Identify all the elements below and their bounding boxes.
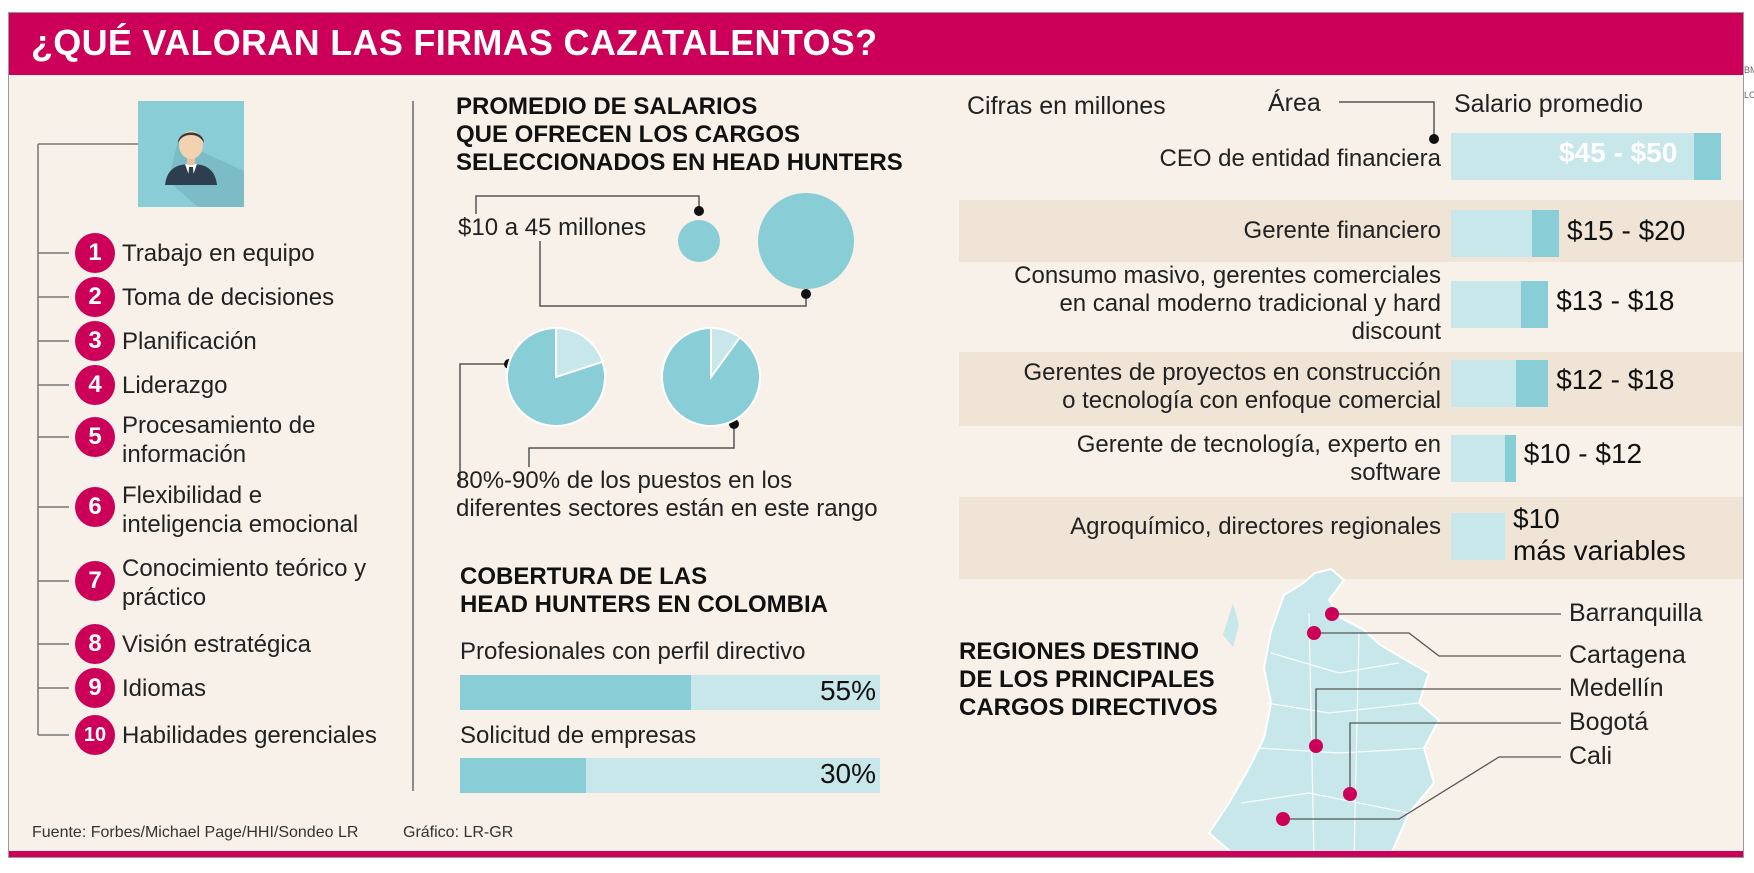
skill-number-6: 6	[75, 487, 115, 527]
regions-title: REGIONES DESTINO DE LOS PRINCIPALES CARG…	[959, 638, 1218, 721]
source-credit: Fuente: Forbes/Michael Page/HHI/Sondeo L…	[32, 824, 359, 841]
coverage-label-2: Solicitud de empresas	[460, 722, 697, 749]
skill-label-6: Flexibilidad e inteligencia emocional	[122, 482, 359, 538]
skill-number-10: 10	[75, 715, 115, 755]
pct-text-line2: diferentes sectores están en este rango	[456, 495, 878, 522]
cartagena-marker	[1307, 626, 1321, 640]
coverage-label-1: Profesionales con perfil directivo	[460, 638, 806, 665]
skill-label-1: Trabajo en equipo	[122, 240, 315, 267]
units-note: Cifras en millones	[967, 92, 1166, 120]
coverage-bar-1: 55%	[460, 675, 880, 710]
salary-bar-1	[1451, 133, 1721, 180]
coverage-bar-2-fill	[460, 758, 586, 793]
salary-range-text: $10 a 45 millones	[458, 213, 646, 242]
pct-bold: 80%-90%	[456, 467, 561, 494]
salary-bar-3	[1451, 281, 1549, 328]
skill-label-7: Conocimiento teórico y práctico	[122, 555, 367, 611]
coverage-title: COBERTURA DE LAS HEAD HUNTERS EN COLOMBI…	[460, 563, 829, 618]
bogota-marker	[1343, 787, 1357, 801]
skill-label-3: Planificación	[122, 328, 257, 355]
skill-number-9: 9	[75, 668, 115, 708]
header-pointer	[1339, 101, 1439, 144]
city-cali: Cali	[1569, 742, 1613, 770]
salary-bar-6	[1451, 513, 1505, 560]
coverage-value-2: 30%	[819, 758, 876, 789]
salary-value-1: $45 - $50	[1559, 137, 1678, 168]
row-band-2	[959, 200, 1743, 262]
area-label-1: CEO de entidad financiera	[1159, 145, 1441, 172]
bottom-bar	[9, 851, 1743, 857]
range-min: $10	[458, 214, 499, 241]
large-circle	[758, 193, 854, 289]
city-cartagena: Cartagena	[1569, 641, 1686, 669]
small-circle	[678, 220, 720, 262]
city-bogota: Bogotá	[1569, 708, 1649, 736]
edge-fragment-1: BM	[1744, 65, 1754, 75]
range-max: 45	[524, 214, 552, 241]
salary-value-4: $12 - $18	[1556, 364, 1675, 395]
salary-range-graphic	[459, 193, 854, 487]
skill-label-4: Liderazgo	[122, 372, 228, 399]
skill-number-3: 3	[75, 321, 115, 361]
pct-text-line1: 80%-90% de los puestos en los	[456, 467, 793, 494]
salary-value-2: $15 - $20	[1567, 215, 1686, 246]
coverage-bar-1-fill	[460, 675, 691, 710]
skill-label-9: Idiomas	[122, 675, 207, 702]
skill-number-1: 1	[75, 233, 115, 273]
salary-header: Salario promedio	[1454, 90, 1643, 118]
range-mid: a	[498, 214, 525, 241]
row-band-4	[959, 352, 1743, 426]
range-unit: millones	[551, 214, 647, 241]
pie-80-percent	[506, 326, 606, 427]
salary-value-3: $13 - $18	[1556, 285, 1675, 316]
edge-fragment-2: LOGO	[1744, 90, 1754, 100]
barranquilla-marker	[1325, 607, 1339, 621]
skill-label-10: Habilidades gerenciales	[122, 722, 377, 749]
medellin-marker	[1309, 739, 1323, 753]
salary-bar-range-4	[1515, 360, 1549, 407]
area-label-5: Gerente de tecnología, experto en softwa…	[1076, 431, 1441, 486]
salary-value-5: $10 - $12	[1523, 438, 1643, 469]
salary-bar-range-3	[1521, 281, 1549, 328]
skill-label-8: Visión estratégica	[122, 631, 311, 658]
area-label-4: Gerentes de proyectos en construcción o …	[1023, 359, 1441, 414]
salary-bar-range-5	[1505, 435, 1516, 482]
salary-value-6: $10 más variables	[1513, 503, 1686, 566]
cali-marker	[1276, 812, 1290, 826]
skill-number-8: 8	[75, 624, 115, 664]
skill-label-5: Procesamiento de información	[122, 412, 316, 468]
pie-90-percent	[661, 326, 761, 427]
city-medellin: Medellín	[1569, 674, 1664, 702]
skill-number-5: 5	[75, 417, 115, 457]
salary-bar-4	[1451, 360, 1549, 407]
column-divider	[412, 101, 414, 791]
city-barranquilla: Barranquilla	[1569, 599, 1703, 627]
row-band-6	[959, 497, 1743, 579]
area-label-2: Gerente financiero	[1243, 217, 1441, 244]
area-label-3: Consumo masivo, gerentes comerciales en …	[1014, 262, 1441, 345]
skill-number-4: 4	[75, 365, 115, 405]
salary-bar-range-2	[1532, 210, 1559, 257]
skills-connector-lines	[37, 143, 138, 736]
skill-label-2: Toma de decisiones	[122, 284, 335, 311]
skill-number-7: 7	[75, 561, 115, 601]
salary-bar-5	[1451, 435, 1516, 482]
coverage-value-1: 55%	[819, 675, 876, 706]
area-header: Área	[1268, 89, 1321, 117]
skill-number-2: 2	[75, 277, 115, 317]
area-label-6: Agroquímico, directores regionales	[1070, 513, 1441, 540]
colombia-map	[1207, 567, 1561, 857]
salary-bar-range-1	[1694, 133, 1721, 180]
salary-bar-2	[1451, 210, 1559, 257]
avatar-icon	[138, 101, 244, 207]
infographic: ¿QUÉ VALORAN LAS FIRMAS CAZATALENTOS?	[8, 12, 1744, 858]
coverage-bar-2: 30%	[460, 758, 880, 793]
graphic-credit: Gráfico: LR-GR	[403, 824, 514, 841]
salaries-title: PROMEDIO DE SALARIOS QUE OFRECEN LOS CAR…	[456, 93, 903, 176]
title-bar: ¿QUÉ VALORAN LAS FIRMAS CAZATALENTOS?	[9, 13, 1743, 75]
page-title: ¿QUÉ VALORAN LAS FIRMAS CAZATALENTOS?	[31, 22, 878, 63]
